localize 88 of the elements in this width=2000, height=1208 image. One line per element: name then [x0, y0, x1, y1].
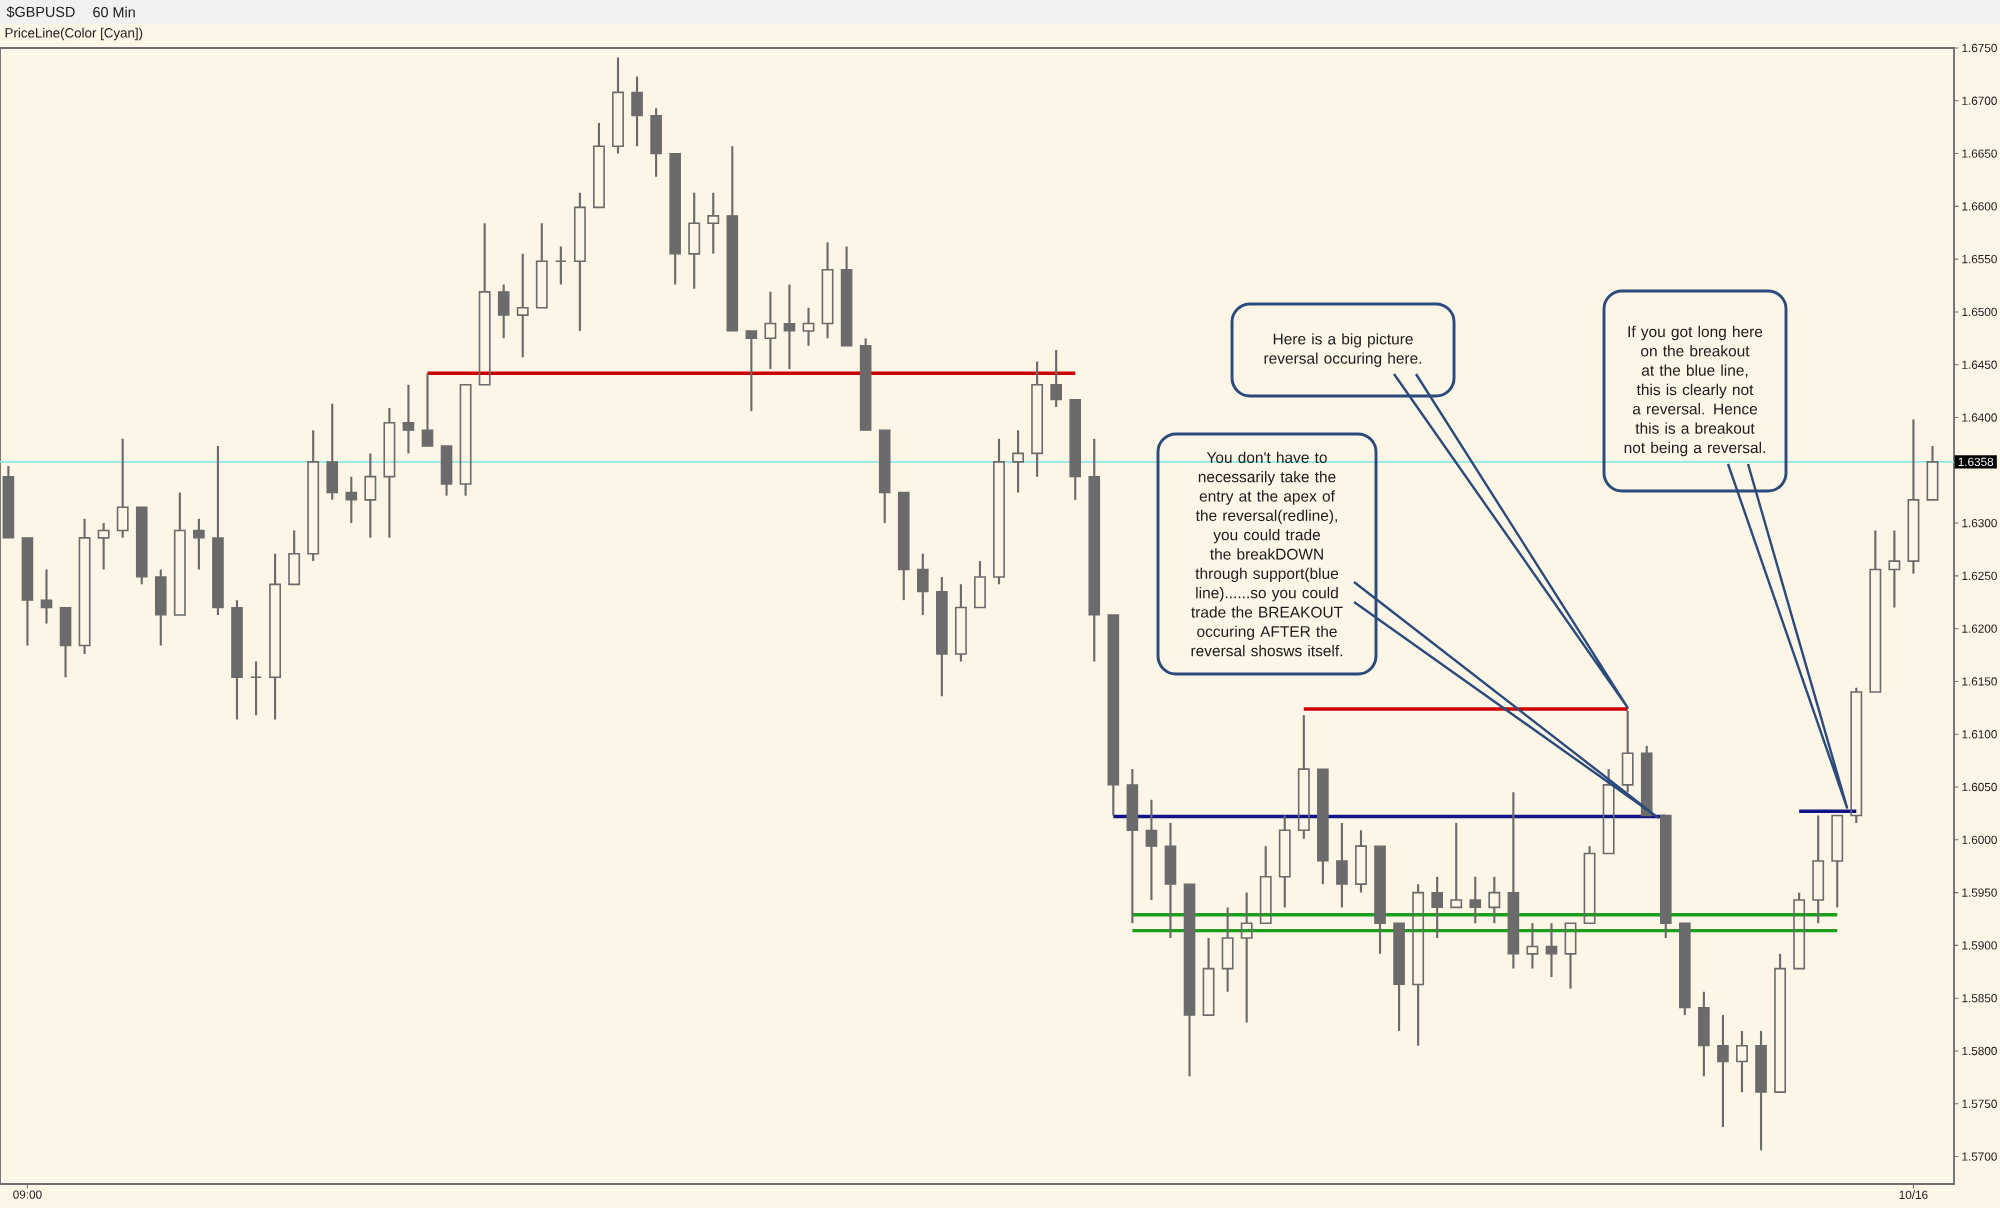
candlestick [1355, 829, 1367, 894]
candlestick [1012, 429, 1025, 494]
candlestick [383, 406, 396, 539]
candlestick [1069, 398, 1082, 501]
candlestick [154, 568, 167, 647]
candlestick [573, 191, 586, 332]
candlestick [1145, 798, 1158, 902]
candlestick [97, 522, 110, 571]
candlestick [288, 529, 301, 586]
candlestick [1202, 936, 1215, 1016]
candlestick [231, 599, 243, 721]
candlestick [269, 552, 282, 721]
candlestick [821, 241, 834, 340]
candlestick [250, 660, 262, 717]
candlestick [1393, 922, 1405, 1032]
candlestick [1278, 814, 1291, 909]
candlestick [1126, 768, 1139, 925]
candlestick [802, 306, 815, 347]
candlestick [402, 383, 415, 455]
candlestick [745, 330, 758, 413]
candlestick [497, 283, 510, 340]
candlestick [1621, 709, 1634, 794]
candlestick [669, 152, 681, 286]
candlestick [554, 245, 567, 286]
candlestick [478, 222, 491, 386]
candlestick [1869, 529, 1882, 693]
candlestick [1507, 791, 1520, 970]
candlestick [212, 444, 224, 617]
candlestick [1888, 529, 1901, 609]
candlestick [116, 437, 129, 539]
candlestick [364, 452, 377, 539]
candlestick [1564, 922, 1577, 990]
candlestick [650, 107, 662, 178]
candlestick [1259, 845, 1272, 925]
candlestick [1336, 821, 1348, 909]
candlestick [307, 429, 320, 563]
candlestick [78, 517, 91, 656]
candlestick [1717, 1014, 1729, 1129]
candlestick [764, 290, 777, 371]
candlestick [1545, 922, 1558, 979]
candlestick [1755, 1029, 1767, 1152]
candlestick [1221, 906, 1234, 993]
candlestick [516, 252, 529, 359]
candlestick [1431, 875, 1443, 940]
candlestick [707, 191, 720, 255]
candlestick [917, 552, 929, 617]
candlestick [173, 491, 186, 616]
candlestick [1031, 360, 1044, 478]
candlestick [1698, 990, 1710, 1078]
candlestick [1812, 814, 1825, 925]
candlestick [993, 437, 1005, 586]
candlestick [421, 372, 434, 447]
candlestick [783, 283, 796, 371]
candlestick [1488, 875, 1501, 925]
candlestick [688, 191, 701, 290]
candlestick [345, 475, 358, 525]
candlestick [936, 575, 948, 698]
candlestick [1907, 418, 1920, 575]
candlestick [631, 75, 643, 148]
candlestick [612, 56, 624, 155]
candlestick [1088, 437, 1101, 663]
candlestick [440, 445, 453, 497]
candlestick [954, 583, 967, 663]
candlestick [1317, 768, 1329, 886]
candlestick [1469, 875, 1482, 925]
candlestick [535, 222, 548, 309]
candlestick [21, 537, 34, 647]
candlestick [1450, 821, 1463, 909]
candlestick [1831, 814, 1844, 909]
candlestick [593, 121, 605, 209]
candlestick [1736, 1029, 1748, 1094]
candlestick [1526, 922, 1539, 970]
candlestick [1107, 614, 1120, 817]
candlestick [1926, 444, 1939, 501]
candlestick [1412, 883, 1425, 1047]
candlestick [59, 606, 72, 679]
candlestick [1183, 883, 1196, 1078]
candlestick [878, 429, 891, 525]
candlestick [1164, 821, 1177, 940]
candlestick [897, 491, 910, 602]
candlestick [726, 145, 739, 332]
candlestick [193, 517, 205, 571]
candlestick [1374, 845, 1386, 955]
candlestick [1297, 714, 1310, 840]
candlestick [1050, 348, 1062, 409]
candlestick [40, 568, 53, 625]
candlestick [1240, 891, 1253, 1024]
candlestick [326, 402, 339, 501]
